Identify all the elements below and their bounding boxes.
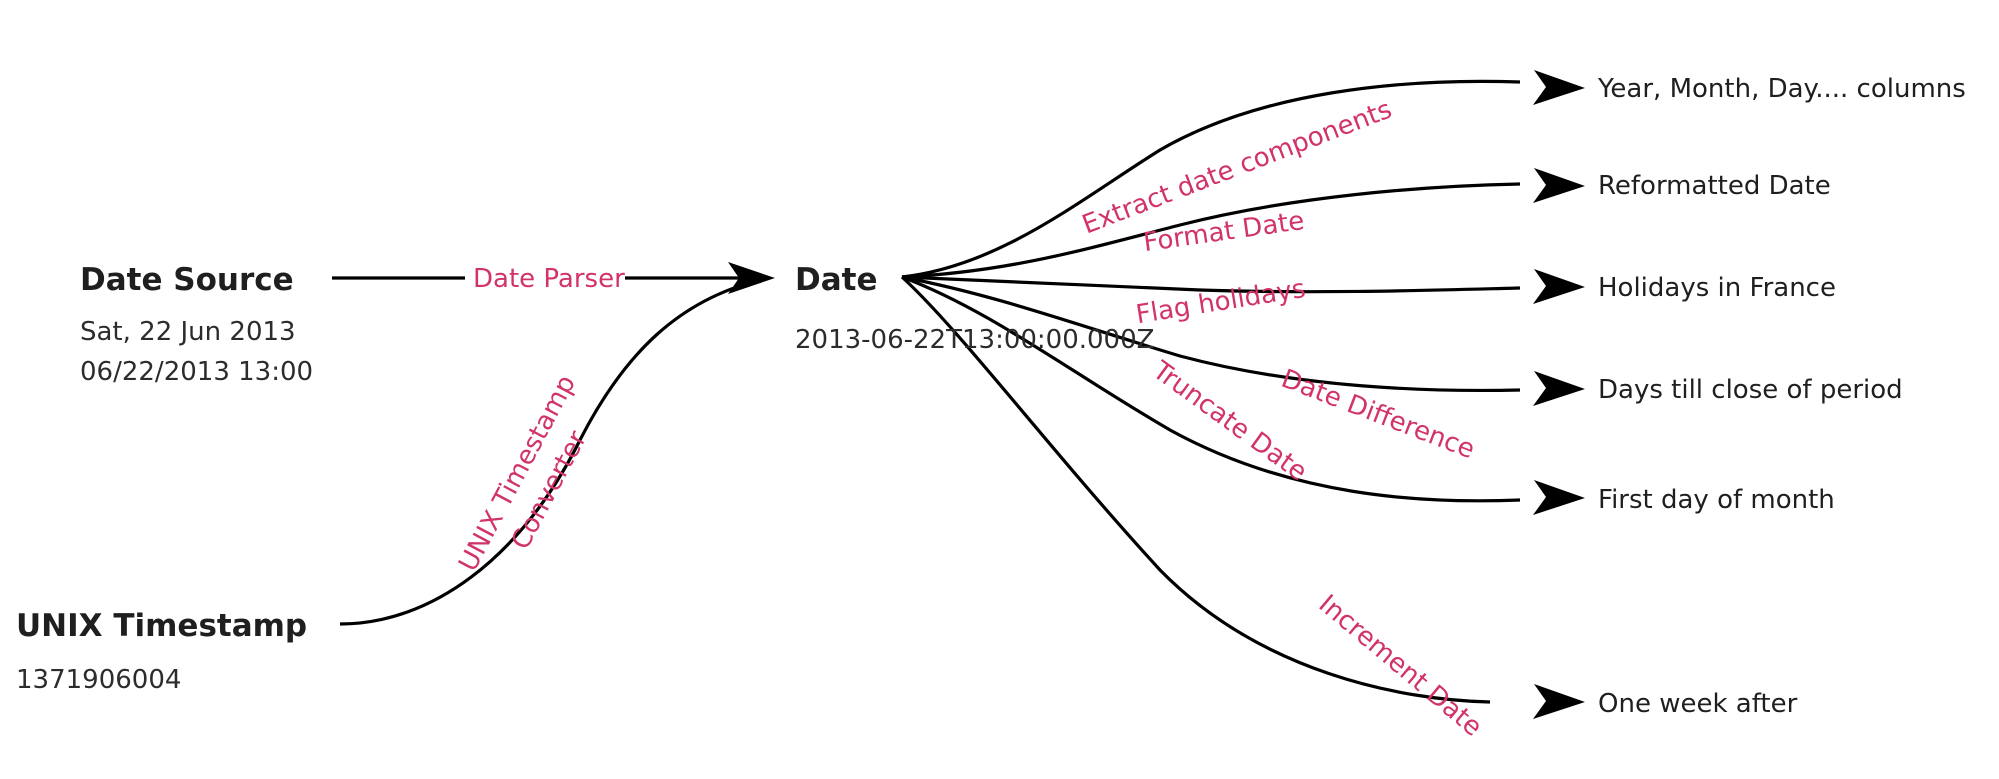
edge-label-unix-timestamp-converter: UNIX Timestamp Converter bbox=[453, 370, 593, 576]
edge-increment-date-path bbox=[900, 275, 1491, 704]
edge-increment-date bbox=[900, 275, 1585, 719]
edge-truncate-date-path bbox=[901, 275, 1521, 503]
edge-flag-holidays-path bbox=[901, 275, 1521, 294]
arrowhead-increment-date bbox=[1533, 684, 1585, 719]
output-label-out-holidays: Holidays in France bbox=[1598, 273, 1836, 303]
node-date-source-title: Date Source bbox=[80, 262, 294, 298]
edge-label-date-difference-text: Date Difference bbox=[1277, 364, 1479, 465]
edge-label-flag-holidays-text: Flag holidays bbox=[1134, 274, 1308, 330]
arrowhead-truncate-date bbox=[1533, 480, 1585, 515]
edge-unix-timestamp-converter-path bbox=[339, 278, 761, 626]
edge-format-date bbox=[901, 168, 1585, 279]
node-unix-timestamp-title: UNIX Timestamp bbox=[16, 608, 307, 644]
edge-extract-date-components bbox=[901, 70, 1585, 279]
edge-label-date-parser-text: Date Parser bbox=[473, 264, 625, 294]
node-date-value: 2013-06-22T13:00:00.000Z bbox=[795, 325, 1154, 355]
edge-unix-timestamp-converter bbox=[339, 278, 761, 626]
node-unix-timestamp-value-0: 1371906004 bbox=[16, 665, 181, 695]
node-date-source-value-0: Sat, 22 Jun 2013 bbox=[80, 317, 296, 347]
arrowhead-extract-date-components bbox=[1533, 70, 1585, 105]
output-label-out-days-till-close: Days till close of period bbox=[1598, 375, 1903, 405]
node-unix-timestamp: UNIX Timestamp 1371906004 bbox=[16, 608, 307, 695]
edge-label-date-parser: Date Parser bbox=[465, 258, 625, 298]
output-label-out-first-day: First day of month bbox=[1598, 485, 1835, 515]
edge-label-increment-date-text: Increment Date bbox=[1313, 589, 1488, 742]
edge-label-flag-holidays: Flag holidays bbox=[1134, 274, 1308, 330]
node-date-title: Date bbox=[795, 262, 878, 298]
edge-date-difference-path bbox=[901, 275, 1521, 393]
node-date-source: Date Source Sat, 22 Jun 2013 06/22/2013 … bbox=[80, 262, 313, 387]
edge-format-date-path bbox=[901, 182, 1521, 279]
node-date: Date 2013-06-22T13:00:00.000Z bbox=[795, 262, 1154, 355]
arrowhead-into-date bbox=[728, 262, 775, 294]
output-label-out-one-week: One week after bbox=[1598, 689, 1798, 719]
edge-extract-date-components-path bbox=[901, 79, 1521, 279]
arrowhead-flag-holidays bbox=[1533, 269, 1585, 304]
node-date-source-value-1: 06/22/2013 13:00 bbox=[80, 357, 313, 387]
arrowhead-format-date bbox=[1533, 168, 1585, 203]
output-label-out-columns: Year, Month, Day.... columns bbox=[1597, 74, 1966, 104]
output-label-out-reformatted: Reformatted Date bbox=[1598, 171, 1831, 201]
arrowhead-date-difference bbox=[1533, 371, 1585, 406]
edge-truncate-date bbox=[901, 275, 1585, 515]
edge-date-difference bbox=[901, 275, 1585, 406]
edge-flag-holidays bbox=[901, 269, 1585, 304]
edge-label-date-parser-backdrop bbox=[465, 258, 625, 298]
edge-label-increment-date: Increment Date bbox=[1313, 589, 1488, 742]
edge-label-date-difference: Date Difference bbox=[1277, 364, 1479, 465]
